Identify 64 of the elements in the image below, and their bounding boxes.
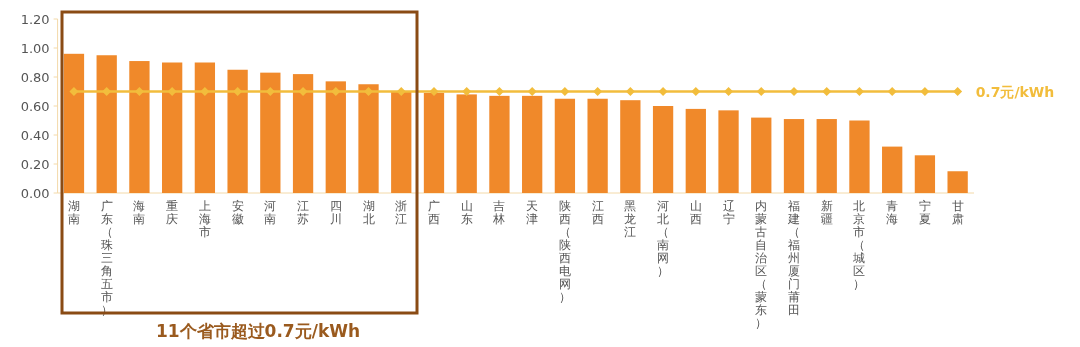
x-tick-label: 江苏: [297, 199, 310, 226]
x-tick-label: 陕西（陕西电网）: [558, 199, 571, 304]
y-tick-label: 0.40: [20, 127, 50, 143]
bar: [489, 95, 510, 193]
bar: [325, 81, 346, 193]
x-tick-label: 广西: [427, 199, 440, 226]
y-tick-label: 0.20: [20, 156, 50, 172]
bar: [882, 146, 903, 193]
x-tick-label: 宁夏: [918, 199, 931, 226]
bar: [358, 84, 379, 193]
bar: [456, 94, 477, 193]
x-tick-label: 重庆: [166, 199, 179, 226]
bar: [652, 106, 674, 193]
bar: [751, 117, 772, 193]
bar: [947, 171, 968, 193]
x-tick-label: 河北（南网）: [657, 199, 670, 278]
bar: [718, 110, 739, 193]
bar: [129, 61, 150, 193]
x-tick-label: 天津: [526, 199, 539, 226]
y-tick-label: 0.00: [20, 185, 50, 201]
x-tick-label: 湖南: [67, 199, 80, 226]
bar: [816, 119, 837, 193]
bar: [96, 55, 117, 193]
series-label: 0.7元/kWh: [975, 83, 1055, 100]
x-tick-label: 江西: [591, 199, 604, 226]
bar: [423, 92, 445, 193]
x-tick-label: 辽宁: [722, 199, 735, 226]
x-tick-label: 吉林: [492, 199, 506, 226]
y-tick-label: 0.80: [20, 69, 50, 85]
bar: [194, 62, 216, 193]
x-tick-label: 海南: [133, 199, 146, 226]
bar: [227, 69, 248, 193]
x-tick-label: 黑龙江: [624, 199, 637, 239]
y-tick-label: 1.00: [20, 40, 50, 56]
x-tick-label: 北京市（城区）: [852, 199, 866, 291]
x-tick-label: 山西: [689, 199, 702, 226]
bar: [783, 119, 805, 193]
bar: [620, 100, 641, 193]
y-tick-label: 1.20: [20, 11, 50, 27]
x-tick-label: 新疆: [820, 199, 833, 226]
bar: [587, 98, 608, 193]
bar: [292, 74, 314, 193]
category-label: 内蒙古自治区（蒙东）: [755, 199, 768, 330]
bar: [914, 155, 936, 193]
text: 11个省市超过0.7元/kWh: [155, 321, 361, 341]
bar: [162, 62, 183, 193]
category-label: 福建（福州厦门莆田: [787, 199, 800, 317]
bar: [849, 120, 870, 193]
x-tick-label: 甘肃: [951, 199, 964, 226]
bar: [260, 72, 281, 193]
x-tick-label: 安徽: [231, 199, 244, 226]
x-tick-label: 湖北: [362, 199, 375, 226]
x-tick-label: 山东: [460, 199, 473, 226]
bar: [554, 98, 576, 193]
bar: [391, 91, 412, 193]
x-tick-label: 河南: [264, 199, 277, 226]
x-tick-label: 四川: [329, 199, 342, 226]
bar: [685, 108, 706, 193]
bar: [522, 95, 543, 193]
bar: [63, 53, 85, 193]
x-tick-label: 上海市: [198, 199, 211, 239]
y-tick-label: 0.60: [20, 98, 50, 114]
x-tick-label: 青海: [886, 199, 899, 226]
x-tick-label: 浙江: [395, 199, 408, 226]
